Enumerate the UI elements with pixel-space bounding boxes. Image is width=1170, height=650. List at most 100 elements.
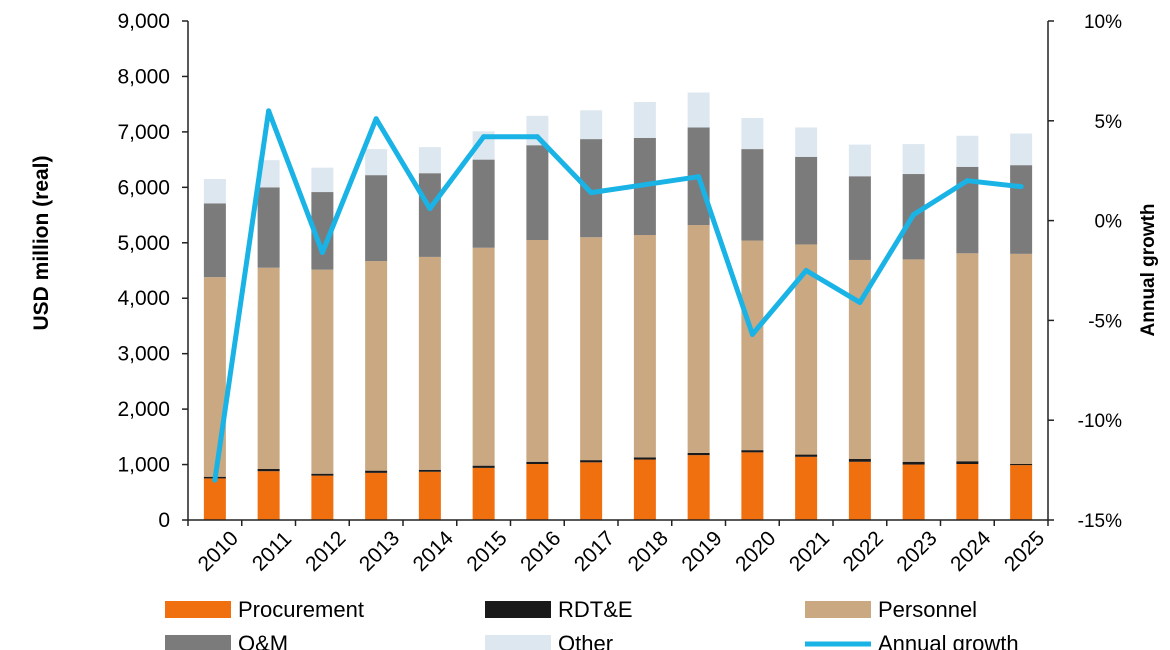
bar-personnel-2025	[1010, 253, 1033, 464]
bar-procurement-2020	[741, 452, 764, 520]
legend-label-rdt-e: RDT&E	[558, 597, 633, 622]
bar-rdt-e-2013	[365, 470, 388, 473]
bar-rdt-e-2015	[472, 465, 495, 468]
bar-o-m-2011	[257, 187, 280, 268]
bar-o-m-2022	[848, 176, 871, 260]
bar-rdt-e-2023	[902, 461, 925, 465]
bar-o-m-2015	[472, 159, 495, 248]
bar-personnel-2019	[687, 225, 710, 453]
legend-swatch-rdt-e	[485, 601, 551, 618]
bar-o-m-2025	[1010, 165, 1033, 254]
y-right-axis-label: Annual growth	[1138, 204, 1159, 337]
annual-growth-point	[588, 190, 594, 196]
bar-o-m-2020	[741, 149, 764, 241]
bar-personnel-2013	[365, 261, 388, 471]
y-left-tick-label: 0	[158, 509, 170, 532]
bar-procurement-2019	[687, 455, 710, 520]
bar-personnel-2017	[580, 237, 603, 461]
bar-o-m-2016	[526, 145, 549, 241]
bar-rdt-e-2016	[526, 461, 549, 464]
y-left-tick-label: 4,000	[117, 287, 170, 310]
annual-growth-point	[212, 477, 218, 483]
annual-growth-point	[749, 331, 755, 337]
bar-personnel-2023	[902, 259, 925, 462]
bar-procurement-2011	[257, 471, 280, 520]
bar-personnel-2018	[633, 235, 656, 458]
y-left-axis-label: USD million (real)	[30, 155, 53, 330]
bar-personnel-2020	[741, 240, 764, 451]
bar-other-2021	[795, 127, 818, 157]
bar-personnel-2012	[311, 269, 334, 474]
bar-procurement-2013	[365, 472, 388, 520]
bar-procurement-2016	[526, 464, 549, 520]
legend-label-annual-growth: Annual growth	[878, 631, 1019, 650]
bar-personnel-2024	[956, 253, 979, 462]
bar-personnel-2014	[418, 256, 441, 470]
legend-label-o-m: O&M	[238, 631, 288, 650]
bar-procurement-2017	[580, 462, 603, 520]
bar-personnel-2022	[848, 259, 871, 460]
annual-growth-point	[427, 206, 433, 212]
y-left-tick-label: 9,000	[117, 10, 170, 33]
annual-growth-point	[266, 108, 272, 114]
bar-rdt-e-2012	[311, 473, 334, 476]
annual-growth-point	[857, 299, 863, 305]
bar-personnel-2010	[203, 277, 226, 477]
annual-growth-point	[534, 134, 540, 140]
bar-o-m-2021	[795, 156, 818, 245]
bar-o-m-2012	[311, 192, 334, 270]
y-right-tick-label: -10%	[1078, 411, 1122, 432]
y-right-tick-label: 10%	[1084, 12, 1122, 33]
bar-other-2019	[687, 92, 710, 128]
bar-o-m-2024	[956, 166, 979, 254]
growth-line-group	[212, 108, 1024, 483]
bar-other-2011	[257, 160, 280, 188]
annual-growth-point	[696, 174, 702, 180]
annual-growth-point	[373, 116, 379, 122]
y-left-tick-label: 2,000	[117, 398, 170, 421]
legend: Procurement RDT&E Personnel O&M Other Annual …	[165, 597, 1019, 650]
y-left-tick-label: 5,000	[117, 232, 170, 255]
bar-other-2010	[203, 179, 226, 204]
bar-personnel-2015	[472, 247, 495, 466]
annual-growth-point	[911, 212, 917, 218]
annual-growth-point	[1018, 184, 1024, 190]
bar-rdt-e-2022	[848, 459, 871, 462]
axes-group	[182, 20, 1054, 526]
y-right-tick-label: -5%	[1088, 311, 1122, 332]
bar-personnel-2021	[795, 244, 818, 455]
annual-growth-point	[803, 268, 809, 273]
legend-swatch-o-m	[165, 635, 231, 650]
bar-procurement-2024	[956, 464, 979, 520]
bar-personnel-2011	[257, 267, 280, 469]
legend-label-other: Other	[558, 631, 613, 650]
bar-rdt-e-2025	[1010, 464, 1033, 466]
y-left-tick-label: 1,000	[117, 454, 170, 477]
bar-procurement-2022	[848, 461, 871, 520]
bars-group	[203, 92, 1033, 520]
bar-other-2012	[311, 167, 334, 193]
bar-procurement-2021	[795, 456, 818, 520]
y-left-tick-label: 7,000	[117, 121, 170, 144]
legend-swatch-other	[485, 635, 551, 650]
y-right-tick-label: 0%	[1095, 212, 1123, 233]
bar-procurement-2025	[1010, 465, 1033, 520]
bar-other-2013	[365, 149, 388, 176]
y-left-tick-label: 6,000	[117, 176, 170, 199]
annual-growth-point	[481, 134, 487, 140]
bar-o-m-2014	[418, 173, 441, 257]
bar-rdt-e-2017	[580, 460, 603, 463]
bar-other-2017	[580, 110, 603, 140]
bar-procurement-2018	[633, 459, 656, 520]
bar-rdt-e-2011	[257, 468, 280, 472]
bar-procurement-2014	[418, 471, 441, 520]
annual-growth-point	[642, 182, 648, 188]
annual-growth-point	[964, 178, 970, 184]
bar-other-2025	[1010, 133, 1033, 166]
bar-personnel-2016	[526, 240, 549, 462]
annual-growth-point	[319, 250, 325, 256]
legend-label-personnel: Personnel	[878, 597, 977, 622]
bar-other-2014	[418, 147, 441, 174]
annual-growth-line	[212, 108, 1024, 483]
